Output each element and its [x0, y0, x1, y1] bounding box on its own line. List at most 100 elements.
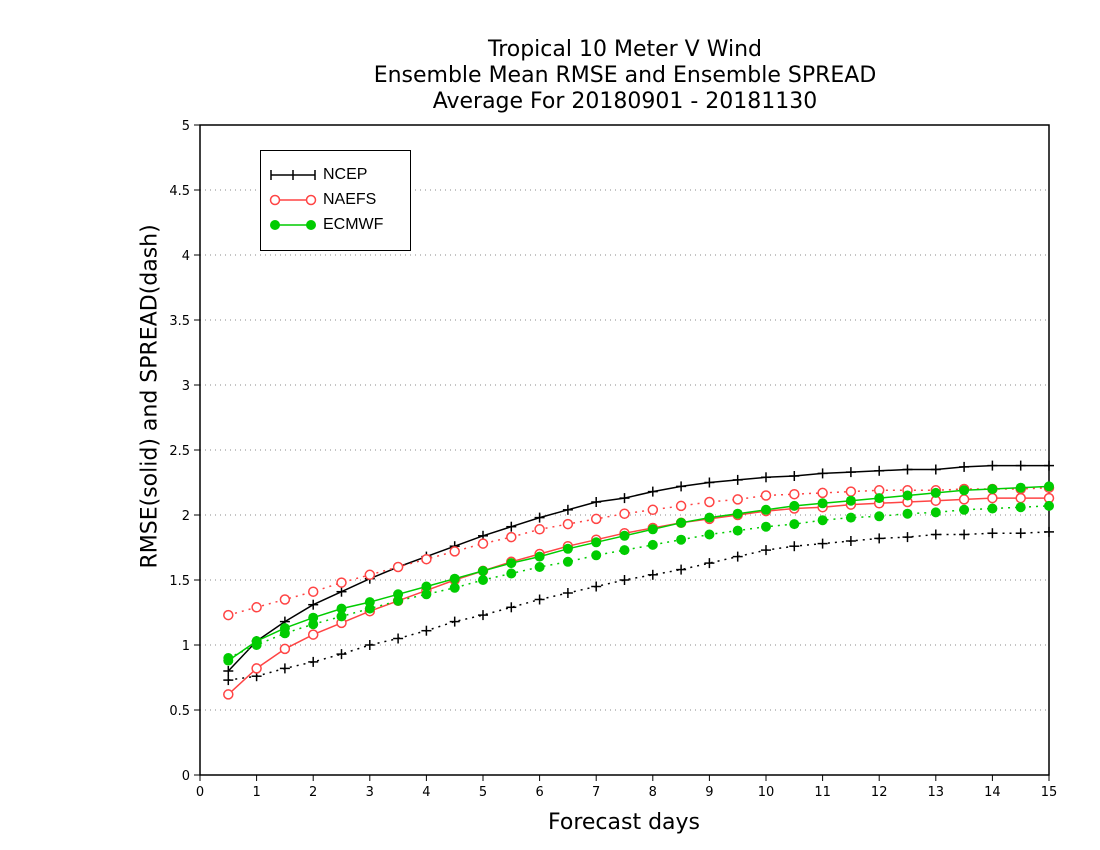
- point-ncep-rmse: [845, 467, 856, 478]
- point-naefs-rmse: [958, 494, 970, 505]
- point-ncep-spread: [364, 640, 375, 650]
- legend-item-naefs: NAEFS: [269, 188, 376, 212]
- point-naefs-spread: [534, 524, 545, 535]
- chart-title-line-3: Average For 20180901 - 20181130: [432, 89, 818, 114]
- point-ecmwf-spread: [676, 534, 687, 545]
- y-tick-label: 5: [182, 119, 190, 134]
- point-naefs-spread: [336, 577, 347, 588]
- x-axis-label: Forecast days: [547, 810, 700, 835]
- point-ncep-spread: [874, 533, 885, 544]
- point-naefs-spread: [477, 538, 489, 549]
- series-line-ncep-rmse: [227, 464, 1049, 672]
- point-naefs-rmse: [279, 643, 291, 655]
- point-ncep-spread: [562, 588, 573, 598]
- x-tick-label: 0: [196, 785, 204, 800]
- point-ecmwf-spread: [874, 511, 885, 522]
- point-ecmwf-rmse: [647, 524, 658, 535]
- point-ncep-spread: [761, 545, 771, 556]
- point-ncep-spread: [619, 575, 630, 585]
- y-tick-label: 3.5: [169, 314, 190, 329]
- point-naefs-spread: [845, 486, 857, 497]
- x-tick-label: 3: [366, 785, 374, 800]
- point-naefs-spread: [562, 518, 574, 530]
- point-ecmwf-spread: [789, 519, 800, 530]
- x-tick-label: 4: [422, 785, 430, 800]
- y-tick-label: 4: [182, 249, 190, 264]
- point-ncep-spread: [279, 663, 290, 674]
- point-ncep-spread: [1015, 528, 1026, 539]
- point-ecmwf-rmse: [930, 487, 941, 498]
- point-ecmwf-spread: [336, 611, 347, 622]
- point-ncep-rmse: [902, 464, 913, 475]
- x-tick-label: 10: [758, 785, 775, 800]
- point-ncep-rmse: [817, 468, 828, 479]
- y-tick-label: 0: [182, 769, 190, 784]
- point-ecmwf-spread: [845, 512, 856, 523]
- point-ncep-rmse: [336, 586, 347, 597]
- point-naefs-rmse: [987, 492, 998, 504]
- point-ecmwf-spread: [478, 575, 488, 585]
- point-ecmwf-rmse: [902, 490, 913, 501]
- point-ncep-rmse: [676, 481, 687, 492]
- series-line-naefs-rmse: [227, 497, 1049, 695]
- point-ncep-spread: [817, 538, 828, 549]
- point-ecmwf-spread: [562, 556, 573, 567]
- point-ncep-rmse: [562, 504, 573, 515]
- point-ecmwf-spread: [251, 640, 262, 650]
- y-tick-label: 1: [182, 639, 190, 654]
- y-tick-label: 2: [182, 509, 190, 524]
- point-naefs-spread: [251, 602, 262, 613]
- x-tick-label: 7: [592, 785, 600, 800]
- point-ecmwf-rmse: [1044, 481, 1054, 492]
- point-ecmwf-spread: [393, 595, 404, 606]
- point-ecmwf-spread: [308, 619, 319, 630]
- point-ecmwf-rmse: [478, 565, 488, 576]
- point-naefs-spread: [506, 531, 517, 543]
- point-ecmwf-rmse: [676, 517, 687, 528]
- point-ecmwf-spread: [761, 521, 771, 532]
- point-ncep-rmse: [591, 497, 602, 507]
- point-naefs-spread: [392, 561, 404, 573]
- point-ncep-rmse: [732, 474, 743, 485]
- point-naefs-rmse: [223, 689, 234, 700]
- point-ecmwf-rmse: [959, 485, 970, 496]
- point-naefs-spread: [732, 494, 743, 505]
- y-tick-label: 0.5: [169, 704, 190, 719]
- y-tick-label: 4.5: [169, 184, 190, 199]
- point-ecmwf-spread: [1015, 502, 1026, 513]
- point-ecmwf-rmse: [421, 581, 432, 592]
- point-ecmwf-rmse: [506, 558, 517, 569]
- point-ncep-rmse: [959, 461, 970, 472]
- point-ncep-spread: [449, 616, 460, 627]
- point-ecmwf-spread: [987, 503, 998, 514]
- legend-label-ncep: NCEP: [323, 166, 368, 183]
- point-ncep-rmse: [987, 460, 998, 471]
- point-naefs-spread: [760, 490, 772, 501]
- point-ncep-spread: [959, 529, 970, 540]
- point-ncep-rmse: [1044, 460, 1054, 471]
- point-ecmwf-spread: [732, 525, 743, 536]
- point-ncep-spread: [393, 633, 404, 644]
- point-ncep-spread: [704, 558, 715, 569]
- chart-title-line-1: Tropical 10 Meter V Wind: [487, 37, 763, 62]
- point-ncep-spread: [478, 610, 488, 621]
- point-ecmwf-spread: [1044, 500, 1054, 511]
- point-ncep-spread: [732, 551, 743, 562]
- x-tick-label: 5: [479, 785, 487, 800]
- point-ncep-spread: [534, 594, 545, 605]
- x-tick-label: 2: [309, 785, 317, 800]
- x-tick-label: 15: [1041, 785, 1058, 800]
- point-ecmwf-spread: [534, 562, 545, 572]
- point-ncep-rmse: [874, 465, 885, 476]
- point-ecmwf-spread: [902, 508, 913, 519]
- chart-title-line-2: Ensemble Mean RMSE and Ensemble SPREAD: [373, 63, 877, 88]
- point-ncep-spread: [1044, 526, 1054, 537]
- point-ncep-spread: [676, 564, 687, 575]
- point-ecmwf-rmse: [534, 551, 545, 562]
- point-ecmwf-spread: [959, 504, 970, 515]
- x-tick-label: 6: [535, 785, 543, 800]
- point-naefs-spread: [817, 487, 828, 499]
- point-ncep-spread: [223, 675, 234, 686]
- point-naefs-spread: [704, 496, 715, 508]
